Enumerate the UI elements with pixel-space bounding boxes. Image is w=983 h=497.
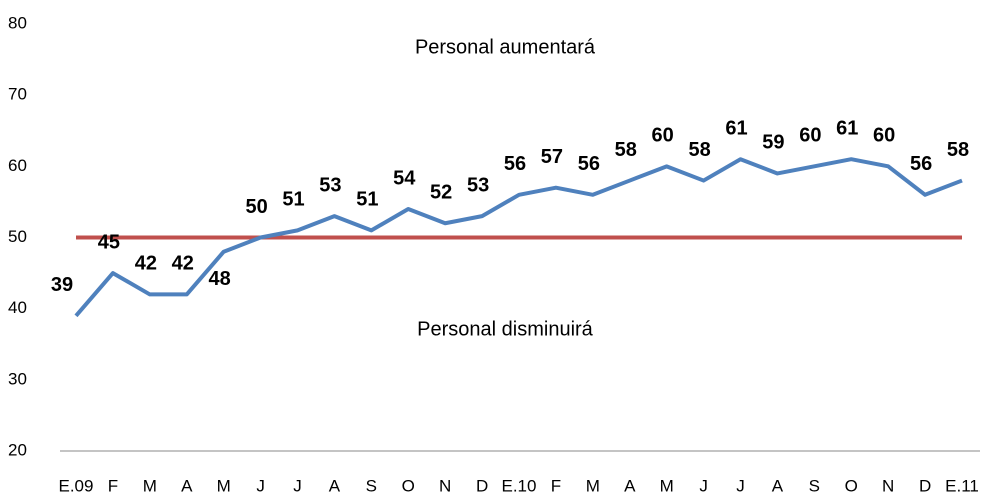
- x-tick-label: A: [772, 476, 784, 495]
- data-label: 58: [688, 139, 710, 161]
- data-label: 54: [393, 167, 416, 189]
- y-tick-label: 60: [8, 156, 27, 175]
- y-tick-label: 50: [8, 227, 27, 246]
- x-tick-label: O: [402, 476, 415, 495]
- data-label: 42: [135, 253, 157, 275]
- line: [74, 157, 963, 318]
- x-tick-label: M: [660, 476, 674, 495]
- x-tick-label: O: [845, 476, 858, 495]
- y-tick-label: 70: [8, 85, 27, 104]
- x-tick-label: J: [699, 476, 708, 495]
- data-label: 51: [282, 189, 304, 211]
- annotation: Personal disminuirá: [417, 318, 594, 340]
- x-tick-label: E.09: [59, 476, 94, 495]
- x-tick-label: J: [293, 476, 302, 495]
- y-tick-label: 30: [8, 369, 27, 388]
- x-tick-label: S: [809, 476, 820, 495]
- data-label: 51: [356, 189, 378, 211]
- data-label: 60: [873, 125, 895, 147]
- x-tick-label: D: [476, 476, 488, 495]
- data-label: 52: [430, 182, 452, 204]
- x-tick-label: A: [181, 476, 193, 495]
- data-label: 39: [51, 274, 73, 296]
- data-label: 58: [615, 139, 637, 161]
- data-label: 56: [910, 153, 932, 175]
- data-label: 56: [578, 153, 600, 175]
- x-tick-label: M: [143, 476, 157, 495]
- data-label: 60: [652, 125, 674, 147]
- y-tick-label: 20: [8, 440, 27, 459]
- data-label: 42: [172, 253, 194, 275]
- x-tick-label: F: [108, 476, 118, 495]
- data-label: 59: [762, 132, 784, 154]
- data-label: 57: [541, 146, 563, 168]
- data-label: 61: [725, 117, 747, 139]
- data-label: 53: [319, 174, 341, 196]
- y-tick-label: 80: [8, 13, 27, 32]
- x-tick-label: D: [919, 476, 931, 495]
- data-label: 61: [836, 117, 858, 139]
- data-label: 56: [504, 153, 526, 175]
- x-tick-label: J: [736, 476, 745, 495]
- x-tick-label: E.11: [945, 476, 979, 495]
- data-label: 48: [209, 268, 231, 290]
- y-tick-label: 40: [8, 298, 27, 317]
- x-tick-label: M: [586, 476, 600, 495]
- x-tick-label: E.10: [502, 476, 537, 495]
- data-label: 60: [799, 125, 821, 147]
- annotation: Personal aumentará: [415, 36, 596, 58]
- x-tick-label: A: [624, 476, 636, 495]
- x-tick-label: M: [217, 476, 231, 495]
- data-label: 45: [98, 231, 120, 253]
- data-label: 58: [947, 139, 969, 161]
- data-label: 53: [467, 174, 489, 196]
- x-tick-label: F: [551, 476, 561, 495]
- x-tick-label: N: [439, 476, 451, 495]
- x-tick-label: J: [256, 476, 265, 495]
- x-tick-label: N: [882, 476, 894, 495]
- data-label: 50: [245, 196, 267, 218]
- x-tick-label: S: [366, 476, 377, 495]
- x-tick-label: A: [329, 476, 341, 495]
